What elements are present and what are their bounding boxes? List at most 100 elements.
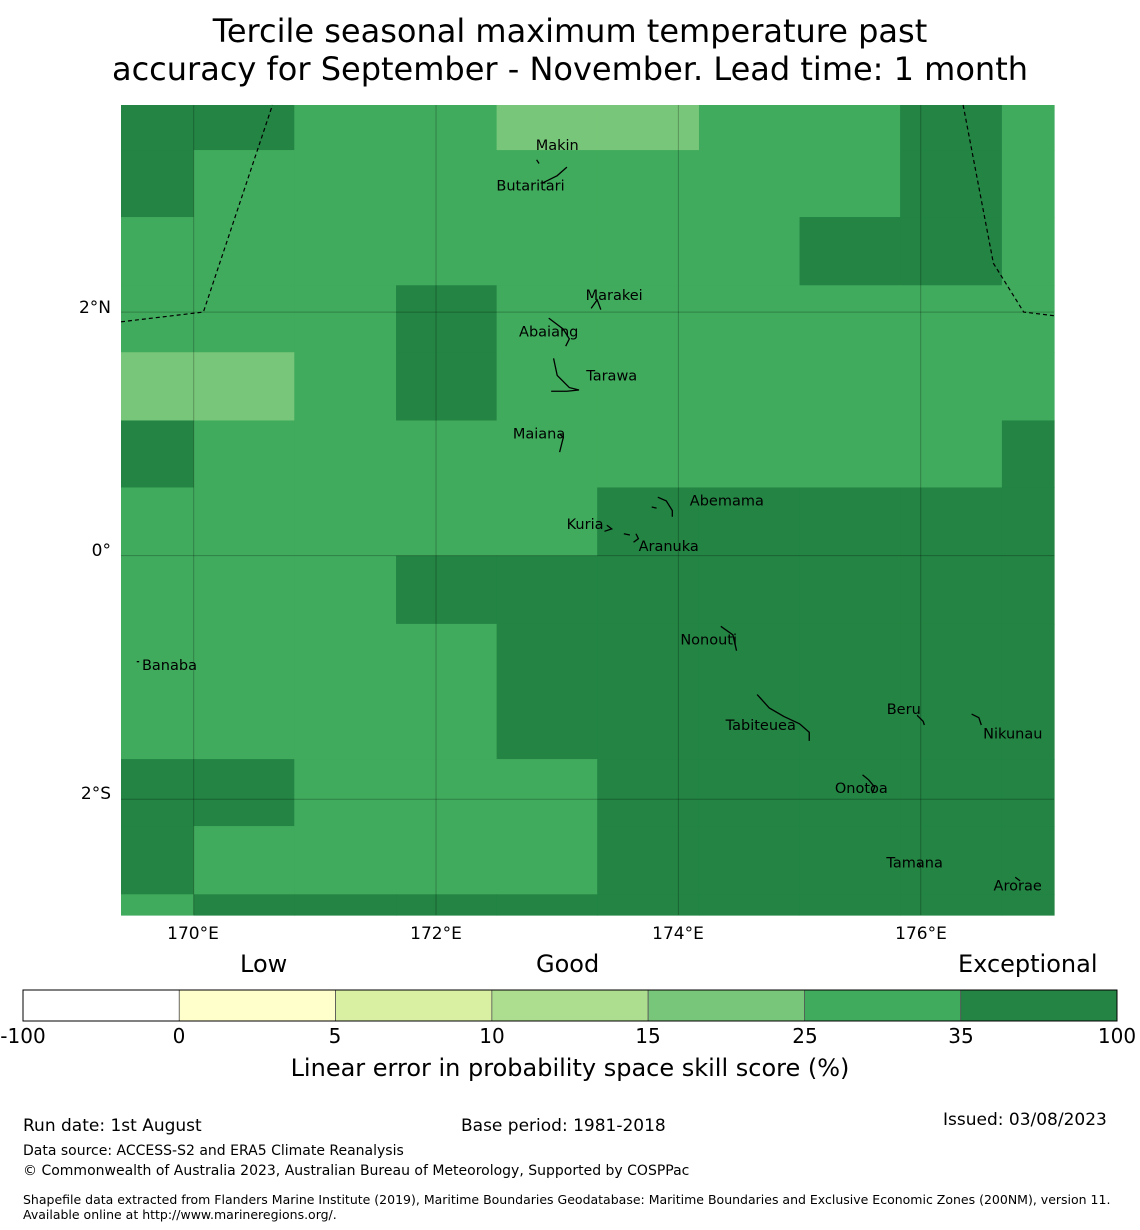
place-label: Abaiang (519, 324, 578, 340)
colorbar-bin (491, 989, 649, 1022)
grid-cell (496, 285, 598, 353)
colorbar-tick: 15 (635, 1024, 661, 1048)
grid-cell (496, 105, 598, 151)
island-outline (542, 166, 568, 184)
island-outline (862, 774, 876, 794)
grid-cell (496, 759, 598, 827)
place-label: Abemama (690, 494, 764, 510)
grid-cell (597, 623, 700, 760)
grid-cell (294, 759, 397, 827)
place-label: Banaba (142, 658, 197, 674)
colorbar-bin (178, 989, 336, 1022)
island-outline (590, 298, 602, 310)
island-outline (633, 533, 640, 543)
map-canvas: Makin Butaritari Marakei Abaiang Tarawa Maian… (22, 104, 1118, 1022)
island-outline (657, 496, 673, 517)
grid-cell (698, 826, 801, 895)
grid-cell (1001, 555, 1055, 625)
grid-cell (121, 555, 195, 625)
grid-cell (121, 420, 195, 489)
place-label: Nonouti (680, 633, 737, 649)
grid-cell (698, 759, 801, 827)
grid-cell (900, 759, 1003, 827)
place-label: Tarawa (585, 368, 637, 384)
colorbar-tick: 100 (1097, 1024, 1137, 1048)
grid-cell (698, 487, 801, 557)
grid-cell (1001, 217, 1055, 286)
grid-cell (597, 826, 700, 895)
grid-cell (1001, 759, 1055, 827)
skill-grid (121, 105, 1055, 916)
grid-cell (698, 105, 801, 151)
grid-cell (496, 352, 598, 422)
grid-cell (294, 352, 397, 422)
data-source: Data source: ACCESS-S2 and ERA5 Climate … (23, 1143, 404, 1159)
grid-cell (396, 352, 498, 422)
island-outline (971, 713, 982, 726)
island-outline (917, 862, 922, 867)
grid-cell (799, 105, 901, 151)
grid-cell (294, 217, 397, 286)
grid-cell (597, 487, 700, 557)
grid-cell (294, 105, 397, 151)
grid-cell (597, 217, 700, 286)
grid-cell (396, 894, 498, 916)
grid-cell (799, 352, 901, 422)
grid-cell (900, 487, 1003, 557)
place-label: Beru (887, 702, 921, 718)
copyright: © Commonwealth of Australia 2023, Austra… (23, 1163, 690, 1179)
colorbar-frame (22, 989, 1118, 1022)
grid-cell (597, 105, 700, 151)
grid-cell (121, 623, 195, 760)
grid-cell (193, 420, 295, 489)
grid-cell (900, 894, 1003, 916)
grid-cell (396, 555, 498, 625)
grid-cell (496, 150, 598, 218)
grid-cell (294, 826, 397, 895)
colorbar-tick: 35 (948, 1024, 974, 1048)
lon-tick-label-176e: 176°E (895, 924, 947, 944)
grid-cell (698, 894, 801, 916)
island-outline (559, 433, 564, 453)
grid-cell (496, 217, 598, 286)
grid-cell (121, 285, 195, 353)
grid-cell (900, 420, 1003, 489)
lat-tick-label-0: 0° (91, 541, 111, 561)
grid-cell (1001, 826, 1055, 895)
grid-cell (799, 150, 901, 218)
grid-cell (900, 826, 1003, 895)
place-label: Arorae (994, 879, 1042, 895)
colorbar-bin (804, 989, 962, 1022)
grid-cell (698, 150, 801, 218)
issued-date: Issued: 03/08/2023 (943, 1110, 1107, 1130)
grid-cell (698, 285, 801, 353)
island-outline (551, 358, 580, 392)
grid-cell (193, 150, 295, 218)
grid-cell (121, 826, 195, 895)
grid-cell (1001, 105, 1055, 151)
legend-category-good: Good (536, 950, 600, 978)
eez-boundaries (120, 104, 1055, 323)
grid-cell (193, 555, 295, 625)
lat-tick-label-2n: 2°N (78, 298, 111, 318)
island-outline (536, 159, 540, 164)
grid-cell (1001, 285, 1055, 353)
grid-cell (121, 217, 195, 286)
grid-cell (799, 826, 901, 895)
place-label: Aranuka (639, 539, 699, 555)
grid-cell (396, 759, 498, 827)
colorbar-tick: 10 (479, 1024, 505, 1048)
grid-cell (294, 623, 397, 760)
place-label: Tabiteuea (725, 718, 796, 734)
grid-cell (193, 894, 295, 916)
grid-cell (799, 420, 901, 489)
grid-cell (597, 352, 700, 422)
grid-cell (396, 217, 498, 286)
place-label: Makin (536, 138, 579, 154)
grid-cell (496, 487, 598, 557)
grid-cell (698, 623, 801, 760)
grid-cell (900, 555, 1003, 625)
grid-cell (121, 894, 195, 916)
lat-tick-label-2s: 2°S (80, 784, 111, 804)
island-outline (604, 524, 614, 532)
